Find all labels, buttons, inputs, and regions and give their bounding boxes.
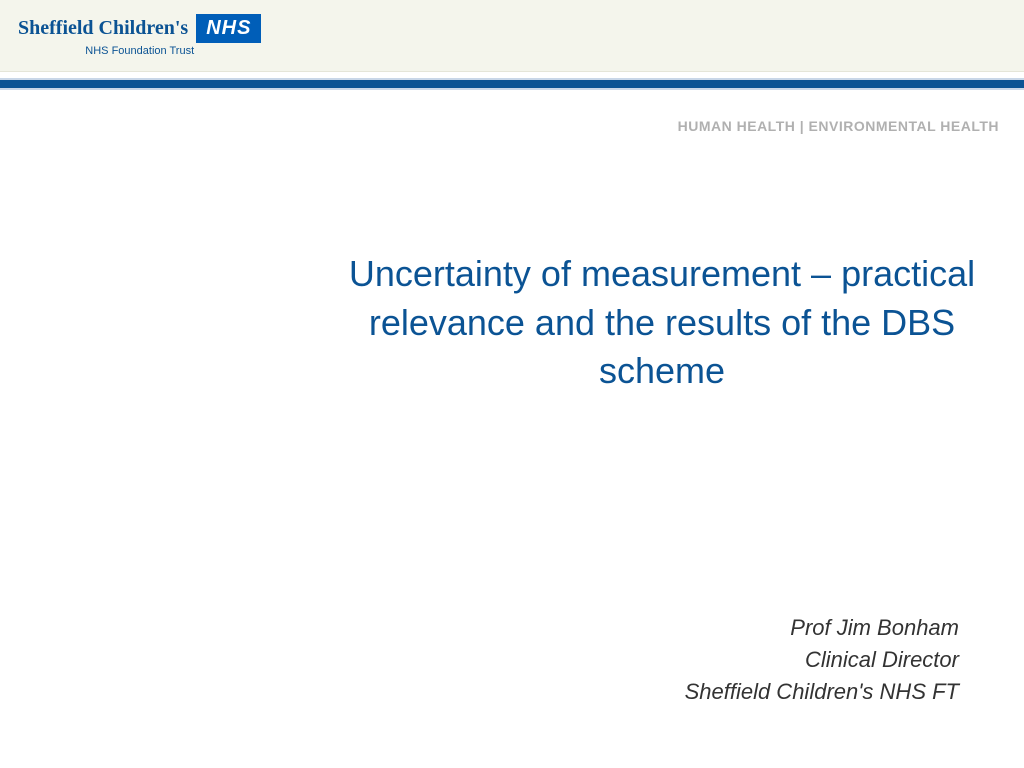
header-band: Sheffield Children's NHS NHS Foundation … bbox=[0, 0, 1024, 72]
divider-bar bbox=[0, 78, 1024, 90]
tagline-text: HUMAN HEALTH | ENVIRONMENTAL HEALTH bbox=[678, 118, 999, 134]
author-block: Prof Jim Bonham Clinical Director Sheffi… bbox=[685, 612, 959, 708]
logo-main-text: Sheffield Children's bbox=[18, 17, 188, 40]
slide-title: Uncertainty of measurement – practical r… bbox=[340, 250, 984, 396]
org-logo: Sheffield Children's NHS NHS Foundation … bbox=[18, 14, 261, 57]
author-org: Sheffield Children's NHS FT bbox=[685, 676, 959, 708]
author-role: Clinical Director bbox=[685, 644, 959, 676]
logo-row: Sheffield Children's NHS bbox=[18, 14, 261, 43]
author-name: Prof Jim Bonham bbox=[685, 612, 959, 644]
slide-title-block: Uncertainty of measurement – practical r… bbox=[340, 250, 984, 396]
logo-subtext: NHS Foundation Trust bbox=[85, 45, 194, 57]
nhs-badge: NHS bbox=[196, 14, 261, 43]
